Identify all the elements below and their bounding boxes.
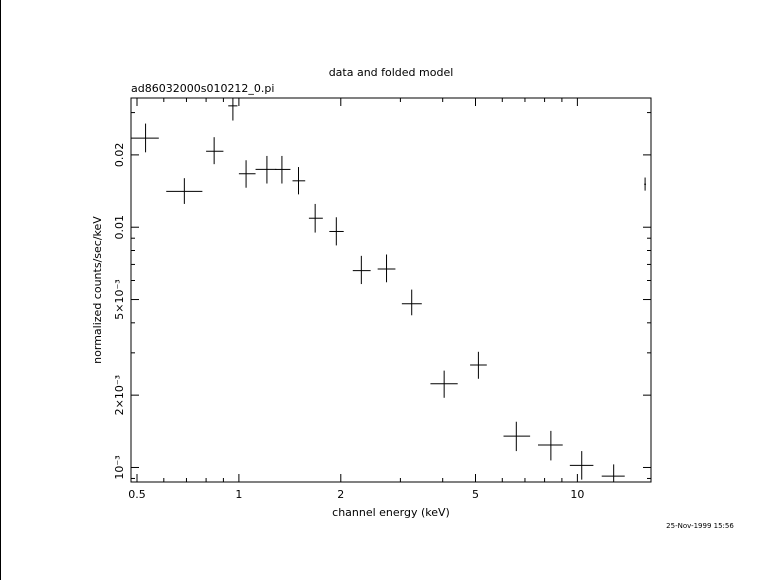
data-point <box>503 421 531 452</box>
data-point <box>275 155 291 184</box>
x-axis-label: channel energy (keV) <box>332 506 450 519</box>
x-tick-label: 1 <box>235 488 242 501</box>
data-point <box>206 137 224 165</box>
data-point <box>470 351 487 379</box>
y-tick-label: 10⁻³ <box>113 455 126 479</box>
x-tick-label: 5 <box>472 488 479 501</box>
data-points <box>131 98 647 482</box>
y-axis-label: normalized counts/sec/keV <box>91 216 104 364</box>
data-point <box>292 167 306 195</box>
data-point <box>131 123 159 153</box>
data-point <box>401 289 422 316</box>
chart-subtitle: ad86032000s010212_0.pi <box>131 82 274 95</box>
plot-frame <box>130 97 652 483</box>
data-point <box>377 254 396 283</box>
data-point <box>166 178 203 204</box>
data-point <box>644 177 647 191</box>
tick-marks <box>131 98 651 482</box>
data-point <box>538 430 563 461</box>
data-point <box>569 451 594 480</box>
tick-labels: 0.5 1 2 5 10 10⁻³ 2×10⁻³ 5×10⁻³ 0.01 0.02 <box>113 143 584 501</box>
data-point <box>352 255 371 285</box>
x-tick-label: 2 <box>337 488 344 501</box>
data-point <box>430 370 458 398</box>
y-tick-label: 0.02 <box>113 143 126 168</box>
data-point <box>601 464 625 482</box>
data-point <box>238 160 256 188</box>
timestamp: 25-Nov-1999 15:56 <box>666 522 734 530</box>
data-point <box>329 217 344 246</box>
y-tick-label: 5×10⁻³ <box>113 279 126 319</box>
x-tick-label: 10 <box>570 488 584 501</box>
y-tick-label: 0.01 <box>113 215 126 240</box>
data-point <box>308 203 323 233</box>
x-tick-label: 0.5 <box>128 488 146 501</box>
window-left-border <box>0 0 1 580</box>
data-point <box>228 98 238 121</box>
y-tick-label: 2×10⁻³ <box>113 375 126 415</box>
chart-title: data and folded model <box>329 66 454 79</box>
data-point <box>255 155 277 184</box>
